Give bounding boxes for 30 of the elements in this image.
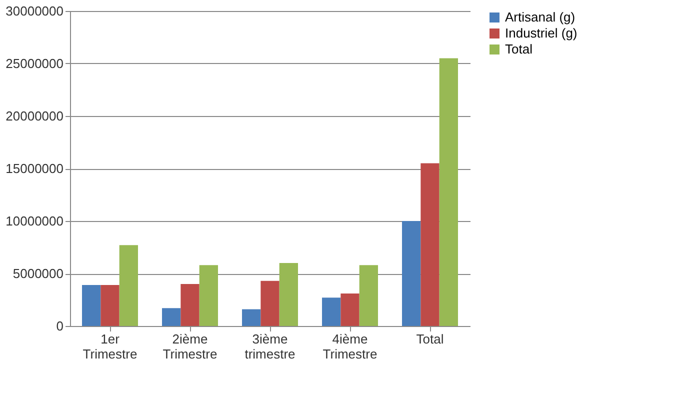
bar <box>119 245 138 326</box>
bar <box>180 284 200 326</box>
bar <box>340 293 360 326</box>
legend-label: Industriel (g) <box>505 26 578 40</box>
bar <box>260 280 280 326</box>
bar <box>199 265 218 326</box>
x-tick-label: 4ième Trimestre <box>322 332 378 362</box>
bar <box>439 58 458 326</box>
bar <box>359 265 378 326</box>
bar <box>420 163 440 326</box>
bar <box>279 263 298 326</box>
bar <box>82 285 101 326</box>
y-tick-label: 0 <box>56 318 64 334</box>
y-tick-label: 25000000 <box>6 56 64 71</box>
y-tick-label: 10000000 <box>6 214 64 228</box>
x-tick-label: 2ième Trimestre <box>162 332 218 362</box>
legend-label: Artisanal (g) <box>505 10 576 24</box>
bar <box>162 308 181 326</box>
x-tick-label: Total <box>416 332 444 346</box>
bar <box>242 309 261 326</box>
bar <box>402 221 421 326</box>
y-tick-label: 5000000 <box>12 266 64 281</box>
x-tick-label: 1er Trimestre <box>82 332 138 362</box>
y-tick-label: 30000000 <box>6 4 64 18</box>
legend-label: Total <box>505 42 533 56</box>
y-tick-label: 20000000 <box>6 108 64 124</box>
bar <box>322 298 341 326</box>
x-tick-label: 3ième trimestre <box>244 332 296 362</box>
bar <box>100 285 120 326</box>
y-tick-label: 15000000 <box>6 161 64 176</box>
